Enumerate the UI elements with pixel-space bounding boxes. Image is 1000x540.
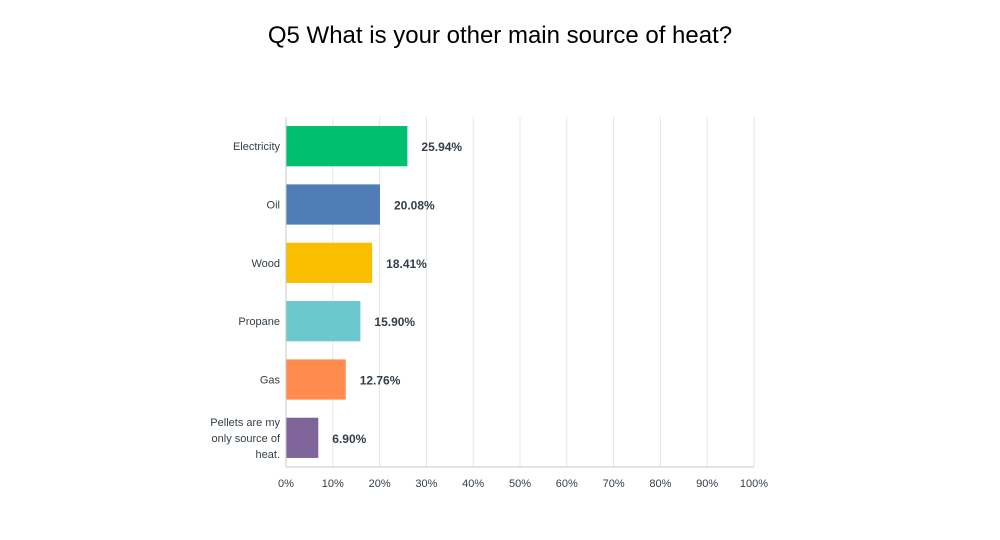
category-label: Oil [267,200,280,212]
x-tick-label: 60% [556,478,578,490]
value-label: 18.41% [386,257,427,271]
x-tick-label: 90% [696,478,718,490]
bar-3 [286,301,361,342]
x-tick-label: 30% [415,478,437,490]
bar-2 [286,242,373,283]
x-tick-label: 20% [369,478,391,490]
category-label: Gas [260,375,281,387]
x-tick-label: 100% [740,478,768,490]
value-label: 15.90% [374,315,415,329]
x-tick-label: 80% [649,478,671,490]
value-label: 20.08% [394,199,435,213]
x-tick-label: 10% [322,478,344,490]
value-label: 25.94% [421,140,462,154]
value-label: 6.90% [332,432,366,446]
category-label: Electricity [233,141,281,153]
bar-5 [286,417,319,458]
bar-1 [286,184,380,225]
x-tick-label: 40% [462,478,484,490]
category-label: Wood [251,258,280,270]
x-tick-label: 70% [603,478,625,490]
value-label: 12.76% [360,374,401,388]
x-tick-label: 50% [509,478,531,490]
bar-4 [286,359,346,400]
bar-0 [286,126,408,167]
chart-title: Q5 What is your other main source of hea… [267,22,733,49]
category-label: Propane [238,316,280,328]
x-tick-label: 0% [278,478,294,490]
category-label: Pellets are my only source of heat. [210,417,281,461]
